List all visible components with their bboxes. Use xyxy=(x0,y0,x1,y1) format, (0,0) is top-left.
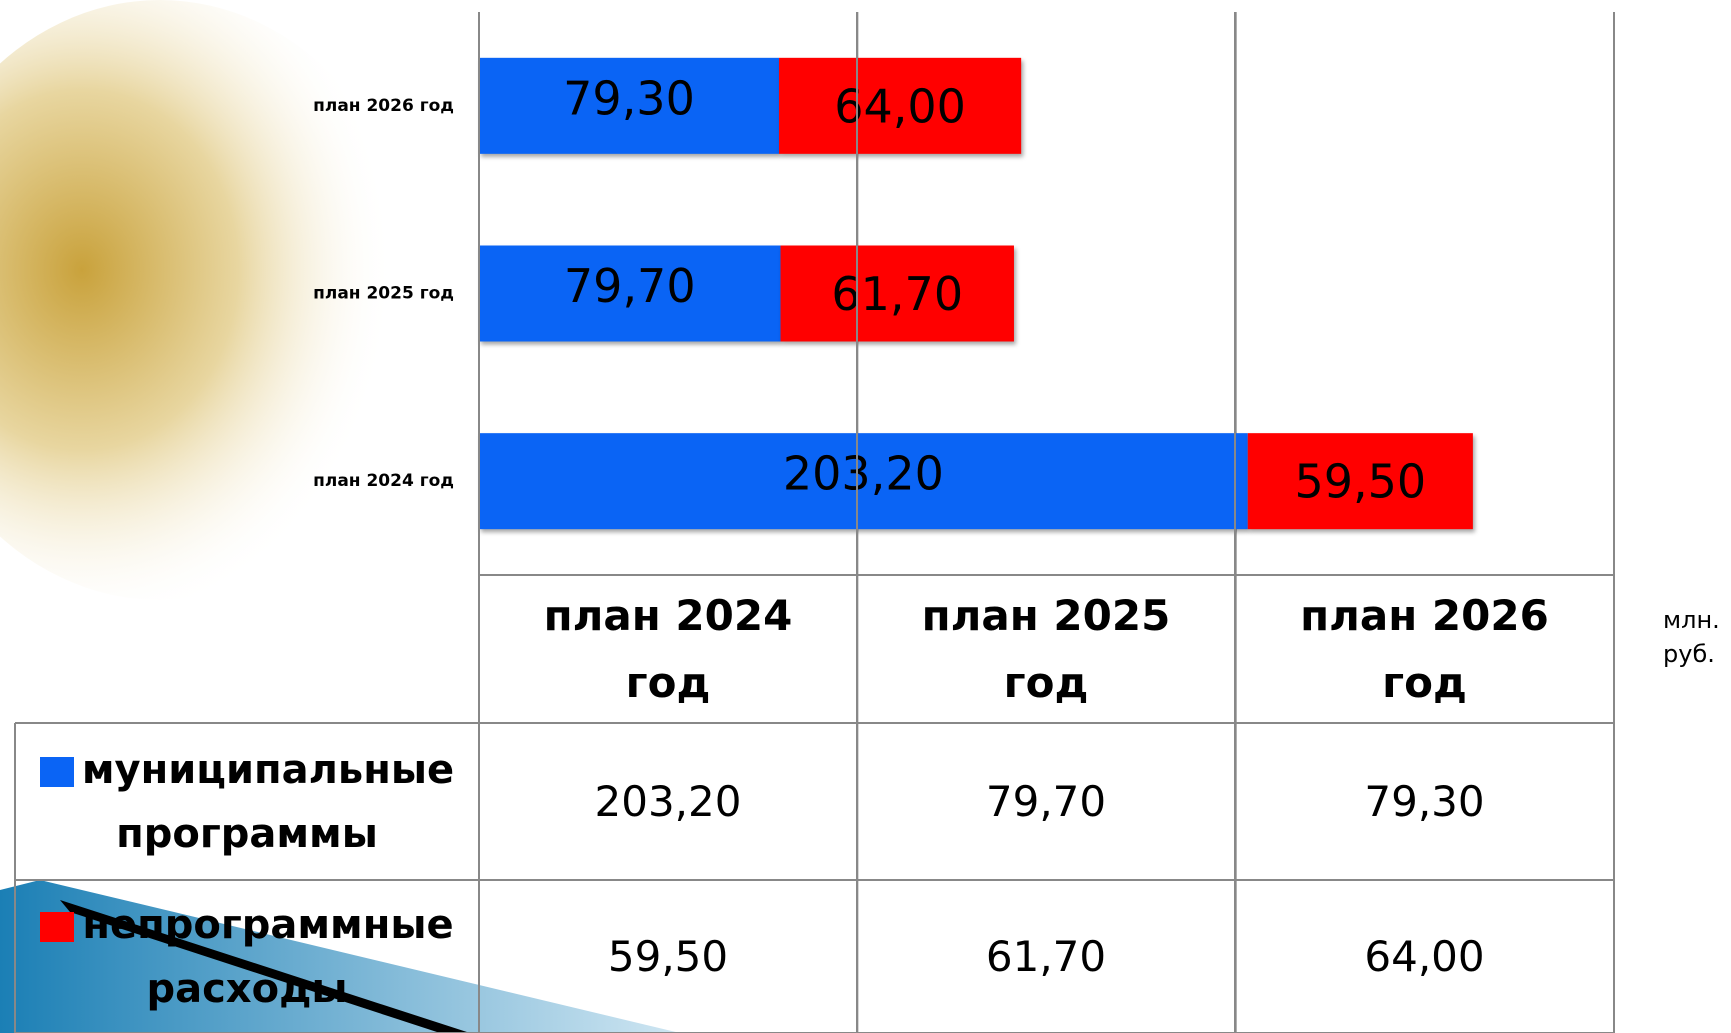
table-header: план 2024 год xyxy=(543,590,793,707)
table-row-name: муниципальные программы xyxy=(15,723,479,880)
table-row-name: непрограммные расходы xyxy=(15,880,479,1033)
unit-label: млн. руб. xyxy=(1663,606,1720,668)
table-value: 59,50 xyxy=(607,931,729,981)
bar-segment xyxy=(479,57,780,154)
table-value: 61,70 xyxy=(985,931,1107,981)
bar-segment xyxy=(1247,433,1473,530)
table-value: 64,00 xyxy=(1364,931,1485,981)
legend-label: муниципальные программы xyxy=(81,746,455,857)
legend-swatch xyxy=(39,756,74,787)
decor-stroke xyxy=(60,900,470,1033)
background-image xyxy=(0,0,420,600)
legend-label: непрограммные расходы xyxy=(82,901,454,1012)
table-value: 79,70 xyxy=(985,776,1107,826)
data-table-lines xyxy=(14,12,1615,1033)
bar-segment xyxy=(479,433,1248,530)
data-label: 79,30 xyxy=(563,71,695,125)
y-tick-label: план 2025 год xyxy=(313,284,454,304)
bar-segment xyxy=(779,57,1022,154)
table-value: 79,30 xyxy=(1364,776,1485,826)
y-tick-label: план 2024 год xyxy=(313,471,454,491)
bar-segment xyxy=(780,245,1014,342)
data-label: 59,50 xyxy=(1294,455,1426,509)
data-label: 79,70 xyxy=(564,259,696,313)
legend-entry: непрограммные расходы xyxy=(15,893,479,1021)
table-header: план 2026 год xyxy=(1300,590,1549,707)
table-value: 203,20 xyxy=(594,776,742,826)
data-label: 64,00 xyxy=(834,79,966,133)
decor-wedge xyxy=(0,880,680,1033)
data-label: 203,20 xyxy=(783,447,944,501)
legend-swatch xyxy=(40,911,75,942)
y-tick-label: план 2026 год xyxy=(313,96,454,116)
legend-entry: муниципальные программы xyxy=(15,738,479,866)
bar-segment xyxy=(479,245,781,342)
plot: план 2024 год 203,20 59,50 план 2025 год 79,… xyxy=(313,12,1615,1033)
table-header: план 2025 год xyxy=(921,590,1171,707)
data-label: 61,70 xyxy=(831,267,963,321)
